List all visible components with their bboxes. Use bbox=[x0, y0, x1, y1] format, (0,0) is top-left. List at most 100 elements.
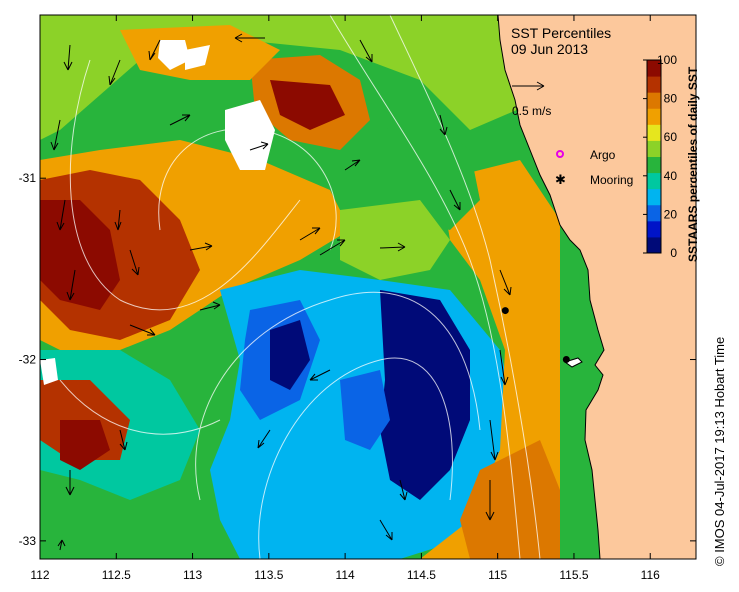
rottnest-island bbox=[563, 357, 583, 368]
sst-zone bbox=[460, 440, 560, 559]
colorbar-tick-label: 100 bbox=[657, 53, 677, 67]
sst-zone bbox=[225, 100, 275, 170]
current-arrow bbox=[56, 199, 66, 231]
colorbar-swatch bbox=[647, 204, 661, 222]
contour-line bbox=[59, 379, 221, 435]
current-arrow bbox=[439, 114, 448, 136]
colorbar-ticks: 100 80 60 40 20 0 bbox=[643, 53, 677, 260]
colorbar-swatch bbox=[647, 92, 661, 109]
current-arrow bbox=[257, 429, 271, 449]
current-arrow bbox=[485, 480, 495, 521]
current-vectors bbox=[50, 33, 512, 551]
credit-text: © IMOS 04-Jul-2017 19:13 Hobart Time bbox=[712, 336, 727, 566]
current-arrow bbox=[129, 249, 140, 276]
legend-mooring-label: Mooring bbox=[590, 173, 633, 187]
current-arrow bbox=[114, 209, 122, 231]
current-arrow bbox=[499, 269, 512, 296]
scale-label: 0.5 m/s bbox=[512, 104, 551, 118]
y-tick-label: -32 bbox=[19, 353, 37, 367]
y-tick-label: -31 bbox=[19, 171, 37, 185]
argo-marker bbox=[556, 150, 564, 158]
contour-line bbox=[329, 15, 521, 559]
y-tick-label: -33 bbox=[19, 534, 37, 548]
mooring-marker: ✱ bbox=[555, 172, 566, 187]
sst-zone bbox=[40, 358, 58, 385]
x-tick-label: 115.5 bbox=[559, 568, 588, 582]
x-tick-label: 113 bbox=[183, 568, 202, 582]
current-arrow bbox=[449, 189, 461, 211]
colorbar-swatch bbox=[647, 188, 661, 206]
contour-line bbox=[158, 128, 337, 251]
sst-zone bbox=[340, 370, 390, 450]
current-arrow bbox=[379, 242, 406, 252]
contour-line bbox=[69, 59, 301, 311]
colorbar-swatch bbox=[647, 108, 661, 125]
contour-line bbox=[258, 357, 453, 559]
x-tick-label: 114.5 bbox=[407, 568, 436, 582]
current-arrow bbox=[299, 227, 321, 241]
sst-zone bbox=[185, 45, 210, 70]
sst-zone bbox=[270, 80, 345, 130]
colorbar-tick-label: 60 bbox=[664, 130, 678, 144]
velocity-scale: 0.5 m/s bbox=[512, 81, 551, 118]
colorbar-swatch bbox=[647, 236, 661, 254]
current-arrow bbox=[50, 119, 61, 151]
colorbar-swatch bbox=[647, 60, 661, 77]
sst-field bbox=[40, 15, 696, 559]
colorbar-title: SSTAARS percentiles of daily SST bbox=[686, 66, 700, 262]
current-arrow bbox=[489, 419, 499, 461]
colorbar-swatch bbox=[647, 76, 661, 93]
sst-zone bbox=[60, 420, 110, 470]
plot-frame bbox=[39, 14, 697, 560]
moorings-layer bbox=[501, 307, 570, 364]
mooring-marker bbox=[562, 356, 570, 364]
scale-arrow bbox=[512, 81, 545, 91]
colorbar-tick-label: 40 bbox=[664, 169, 678, 183]
contour-line bbox=[195, 291, 481, 501]
current-arrow bbox=[344, 159, 361, 171]
current-arrow bbox=[399, 479, 408, 501]
current-arrow bbox=[65, 470, 75, 496]
map-date: 09 Jun 2013 bbox=[511, 41, 588, 57]
x-axis: 112 112.5 113 113.5 114 114.5 115 115.5 116 bbox=[30, 15, 660, 582]
colorbar-tick-label: 0 bbox=[670, 246, 677, 260]
colorbar-frame bbox=[646, 59, 662, 254]
colorbar-swatch bbox=[647, 156, 661, 174]
map-title: SST Percentiles bbox=[511, 25, 611, 41]
x-tick-label: 116 bbox=[641, 568, 660, 582]
legend: Argo ✱ Mooring bbox=[555, 148, 633, 187]
colorbar-swatch bbox=[647, 220, 661, 238]
current-arrow bbox=[66, 269, 76, 301]
current-arrow bbox=[169, 114, 191, 126]
colorbar-swatch bbox=[647, 140, 661, 157]
current-arrow bbox=[319, 239, 346, 256]
x-tick-label: 112.5 bbox=[102, 568, 131, 582]
colorbar-swatch bbox=[647, 172, 661, 190]
colorbar-swatch bbox=[647, 124, 661, 141]
sst-zone bbox=[340, 200, 450, 280]
current-arrow bbox=[189, 242, 213, 251]
current-arrow bbox=[499, 349, 509, 386]
legend-argo-label: Argo bbox=[590, 148, 616, 162]
current-arrow bbox=[309, 369, 331, 381]
current-arrow bbox=[148, 39, 161, 61]
current-arrow bbox=[57, 539, 66, 551]
current-arrow bbox=[379, 519, 393, 541]
y-axis: -31 -32 -33 bbox=[19, 171, 696, 548]
current-arrow bbox=[249, 141, 269, 151]
current-arrow bbox=[108, 59, 121, 86]
x-tick-label: 114 bbox=[336, 568, 355, 582]
contour-line bbox=[389, 15, 541, 559]
sst-zone bbox=[270, 320, 310, 390]
colorbar-tick-label: 80 bbox=[664, 92, 678, 106]
current-arrow bbox=[359, 39, 373, 63]
sst-zone bbox=[158, 40, 190, 70]
current-arrow bbox=[119, 429, 128, 451]
sea-level-contours bbox=[59, 15, 541, 559]
current-arrow bbox=[234, 33, 265, 43]
mooring-marker bbox=[501, 307, 509, 315]
current-arrow bbox=[63, 44, 73, 71]
colorbar-blocks bbox=[647, 60, 661, 254]
current-arrow bbox=[199, 301, 221, 311]
